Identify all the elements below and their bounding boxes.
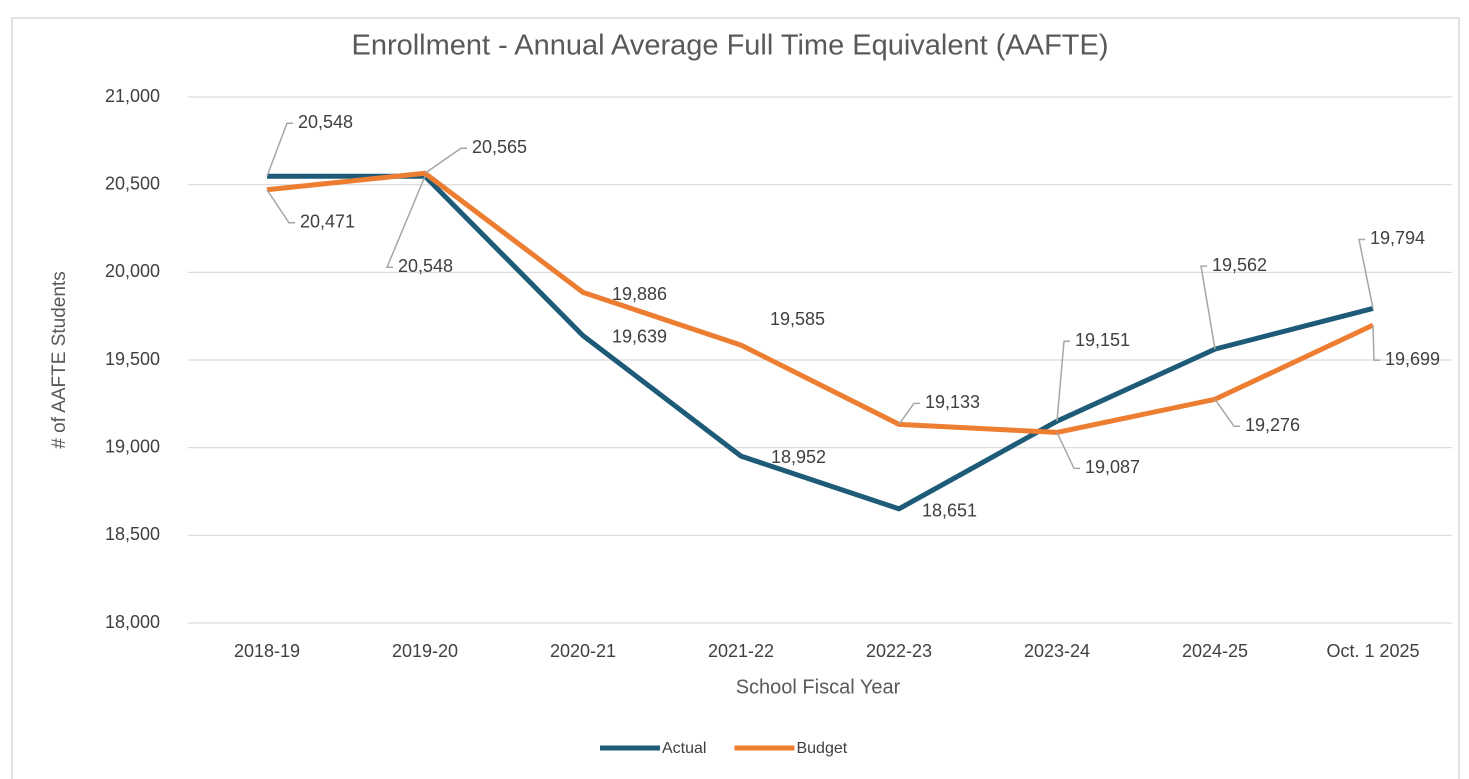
chart-title: Enrollment - Annual Average Full Time Eq… xyxy=(351,30,1108,62)
leader-line xyxy=(1372,325,1380,361)
data-label: 19,087 xyxy=(1085,457,1140,477)
x-tick-label: 2019-20 xyxy=(392,641,458,661)
data-label: 19,133 xyxy=(925,392,980,412)
x-tick-label: Oct. 1 2025 xyxy=(1326,641,1419,661)
data-label: 18,651 xyxy=(922,501,977,521)
legend-label: Actual xyxy=(662,740,706,757)
x-tick-label: 2024-25 xyxy=(1182,641,1248,661)
y-tick-label: 20,500 xyxy=(105,173,160,193)
y-axis-title: # of AAFTE Students xyxy=(49,271,70,448)
y-tick-label: 18,500 xyxy=(105,524,160,544)
x-axis-title: School Fiscal Year xyxy=(736,676,901,698)
data-label: 19,276 xyxy=(1245,415,1300,435)
leader-line xyxy=(898,402,920,425)
legend-label: Budget xyxy=(796,740,847,757)
x-tick-label: 2022-23 xyxy=(866,641,932,661)
data-label: 19,151 xyxy=(1075,330,1130,350)
y-tick-label: 19,000 xyxy=(105,436,160,456)
y-tick-label: 20,000 xyxy=(105,261,160,281)
data-label: 19,585 xyxy=(770,309,825,329)
chart-frame xyxy=(11,17,1460,779)
x-tick-label: 2020-21 xyxy=(550,641,616,661)
leader-line xyxy=(1358,238,1374,309)
data-label: 20,548 xyxy=(298,112,353,132)
leader-line xyxy=(1056,340,1070,422)
leader-line xyxy=(1214,398,1240,428)
data-label: 18,952 xyxy=(771,447,826,467)
series-line xyxy=(267,173,1374,512)
x-tick-label: 2023-24 xyxy=(1024,641,1090,661)
data-label: 19,562 xyxy=(1212,255,1267,275)
leader-line xyxy=(1200,265,1216,350)
y-tick-label: 18,000 xyxy=(105,612,160,632)
data-label: 20,471 xyxy=(300,212,355,232)
x-tick-label: 2021-22 xyxy=(708,641,774,661)
y-tick-label: 21,000 xyxy=(105,86,160,106)
leader-line xyxy=(424,147,467,174)
data-label: 20,565 xyxy=(472,137,527,157)
data-label: 19,639 xyxy=(612,326,667,346)
data-label: 19,699 xyxy=(1385,349,1440,369)
series-line xyxy=(266,170,1375,435)
leader-line xyxy=(1056,432,1080,470)
data-label: 19,886 xyxy=(612,284,667,304)
data-label: 19,794 xyxy=(1370,228,1425,248)
data-label: 20,548 xyxy=(398,256,453,276)
x-tick-label: 2018-19 xyxy=(234,641,300,661)
y-tick-label: 19,500 xyxy=(105,349,160,369)
leader-line xyxy=(385,175,426,269)
leader-line xyxy=(266,189,295,224)
leader-line xyxy=(266,122,293,177)
